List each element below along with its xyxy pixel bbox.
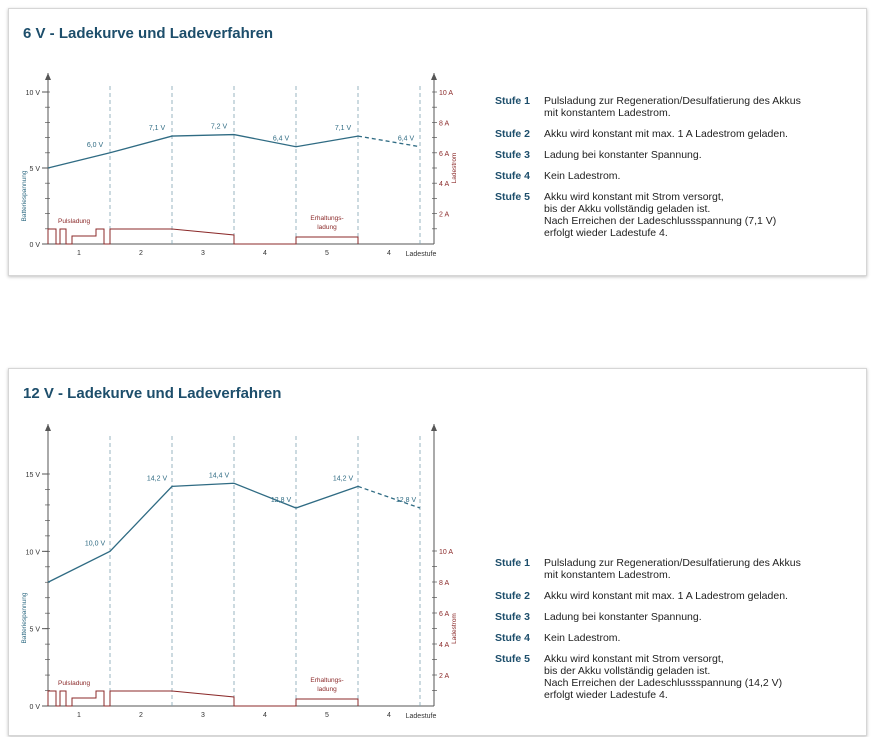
legend-item: Stufe 3 Ladung bei konstanter Spannung. xyxy=(495,149,801,161)
y2-tick-label: 4 A xyxy=(439,642,449,649)
stage-legend-12v: Stufe 1 Pulsladung zur Regeneration/Desul… xyxy=(495,557,801,710)
y-axis-arrow xyxy=(45,424,51,431)
x-axis-label: Ladestufe xyxy=(406,713,437,720)
y2-tick-label: 2 A xyxy=(439,673,449,680)
y2-tick-label: 6 A xyxy=(439,151,449,158)
voltage-point-label: 14,2 V xyxy=(333,475,354,482)
voltage-point-label: 6,4 V xyxy=(273,136,290,143)
legend-key: Stufe 4 xyxy=(495,170,531,182)
y-tick-label: 10 V xyxy=(26,549,41,556)
voltage-point-label: 12,8 V xyxy=(271,497,292,504)
chart-title: 6 V - Ladekurve und Ladeverfahren xyxy=(23,25,274,42)
y2-tick-label: 4 A xyxy=(439,181,449,188)
current-annotation: Erhaltungs-ladung xyxy=(310,677,343,693)
y-tick-label: 0 V xyxy=(29,704,40,711)
legend-text: Akku wird konstant mit Strom versorgt, b… xyxy=(544,191,777,239)
y-tick-label: 0 V xyxy=(29,242,40,249)
stage-label: 1 xyxy=(77,250,81,257)
voltage-point-label: 7,1 V xyxy=(335,125,352,132)
current-annotation: Erhaltungs-ladung xyxy=(310,215,343,231)
charging-curve-chart-6v: 0 V 5 V 10 V Batteriespannung 2 A 4 A 6 A 8 A 10… xyxy=(21,73,458,258)
voltage-point-label: 7,2 V xyxy=(211,124,228,131)
y-tick-label: 5 V xyxy=(29,627,40,634)
y-axis-label: Batteriespannung xyxy=(21,170,28,221)
y2-tick-label: 8 A xyxy=(439,580,449,587)
y2-tick-label: 6 A xyxy=(439,611,449,618)
stage-label: 4 xyxy=(263,712,267,719)
y2-axis-arrow xyxy=(431,73,437,80)
stage-label: 5 xyxy=(325,250,329,257)
stage-label: 4 xyxy=(263,250,267,257)
legend-key: Stufe 5 xyxy=(495,191,531,203)
stage-label: 2 xyxy=(139,712,143,719)
legend-key: Stufe 5 xyxy=(495,653,531,665)
legend-item: Stufe 1 Pulsladung zur Regeneration/Desul… xyxy=(495,557,801,581)
y-tick-label: 15 V xyxy=(26,472,41,479)
voltage-point-label: 14,2 V xyxy=(147,475,168,482)
legend-key: Stufe 3 xyxy=(495,611,531,623)
legend-item: Stufe 4 Kein Ladestrom. xyxy=(495,632,801,644)
legend-item: Stufe 2 Akku wird konstant mit max. 1 A L… xyxy=(495,128,801,140)
legend-text: Ladung bei konstanter Spannung. xyxy=(544,611,702,623)
stage-label: 3 xyxy=(201,250,205,257)
legend-key: Stufe 2 xyxy=(495,590,531,602)
y2-tick-label: 2 A xyxy=(439,212,449,219)
legend-text: Akku wird konstant mit max. 1 A Ladestro… xyxy=(544,590,788,602)
stage-label: 4 xyxy=(387,250,391,257)
legend-key: Stufe 3 xyxy=(495,149,531,161)
voltage-point-label: 7,1 V xyxy=(149,125,166,132)
legend-item: Stufe 4 Kein Ladestrom. xyxy=(495,170,801,182)
y-tick-label: 5 V xyxy=(29,166,40,173)
y2-axis-arrow xyxy=(431,424,437,431)
stage-label: 3 xyxy=(201,712,205,719)
y-tick-label: 10 V xyxy=(26,90,41,97)
legend-key: Stufe 1 xyxy=(495,95,531,107)
y2-tick-label: 8 A xyxy=(439,120,449,127)
legend-key: Stufe 1 xyxy=(495,557,531,569)
legend-text: Pulsladung zur Regeneration/Desulfatieru… xyxy=(544,95,801,119)
stage-label: 5 xyxy=(325,712,329,719)
voltage-point-label: 14,4 V xyxy=(209,472,230,479)
chart-panel-12v: 12 V - Ladekurve und Ladeverfahren 0 V 5 … xyxy=(8,368,867,736)
legend-text: Pulsladung zur Regeneration/Desulfatieru… xyxy=(544,557,801,581)
chart-title: 12 V - Ladekurve und Ladeverfahren xyxy=(23,385,282,402)
legend-item: Stufe 5 Akku wird konstant mit Strom vers… xyxy=(495,653,801,701)
legend-item: Stufe 2 Akku wird konstant mit max. 1 A L… xyxy=(495,590,801,602)
y-axis-arrow xyxy=(45,73,51,80)
legend-item: Stufe 1 Pulsladung zur Regeneration/Desul… xyxy=(495,95,801,119)
current-series-line xyxy=(47,228,359,245)
legend-text: Akku wird konstant mit max. 1 A Ladestro… xyxy=(544,128,788,140)
voltage-point-label: 10,0 V xyxy=(85,540,106,547)
y2-tick-label: 10 A xyxy=(439,90,453,97)
y2-axis-label: Ladestrom xyxy=(451,153,458,184)
voltage-series-line xyxy=(47,133,359,169)
current-series-line xyxy=(47,690,359,707)
voltage-series-line xyxy=(47,482,359,583)
stage-label: 1 xyxy=(77,712,81,719)
legend-item: Stufe 3 Ladung bei konstanter Spannung. xyxy=(495,611,801,623)
legend-text: Kein Ladestrom. xyxy=(544,170,621,182)
y-axis-label: Batteriespannung xyxy=(21,592,28,643)
chart-panel-6v: 6 V - Ladekurve und Ladeverfahren 0 V 5 V… xyxy=(8,8,867,276)
current-annotation: Pulsladung xyxy=(58,218,91,225)
legend-text: Ladung bei konstanter Spannung. xyxy=(544,149,702,161)
voltage-point-label: 12,8 V xyxy=(396,497,417,504)
voltage-point-label: 6,4 V xyxy=(398,136,415,143)
legend-text: Akku wird konstant mit Strom versorgt, b… xyxy=(544,653,783,701)
y2-tick-label: 10 A xyxy=(439,549,453,556)
current-annotation: Pulsladung xyxy=(58,680,91,687)
x-axis-label: Ladestufe xyxy=(406,251,437,258)
stage-label: 4 xyxy=(387,712,391,719)
voltage-series-line-dashed xyxy=(357,135,421,148)
legend-key: Stufe 2 xyxy=(495,128,531,140)
stage-legend-6v: Stufe 1 Pulsladung zur Regeneration/Desul… xyxy=(495,95,801,248)
legend-text: Kein Ladestrom. xyxy=(544,632,621,644)
stage-label: 2 xyxy=(139,250,143,257)
voltage-series-line-dashed xyxy=(357,485,421,509)
legend-key: Stufe 4 xyxy=(495,632,531,644)
legend-item: Stufe 5 Akku wird konstant mit Strom vers… xyxy=(495,191,801,239)
voltage-point-label: 6,0 V xyxy=(87,142,104,149)
y2-axis-label: Ladestrom xyxy=(451,613,458,644)
charging-curve-chart-12v: 0 V 5 V 10 V 15 V Batteriespannung 2 A 4 A 6 A 8… xyxy=(21,424,458,720)
